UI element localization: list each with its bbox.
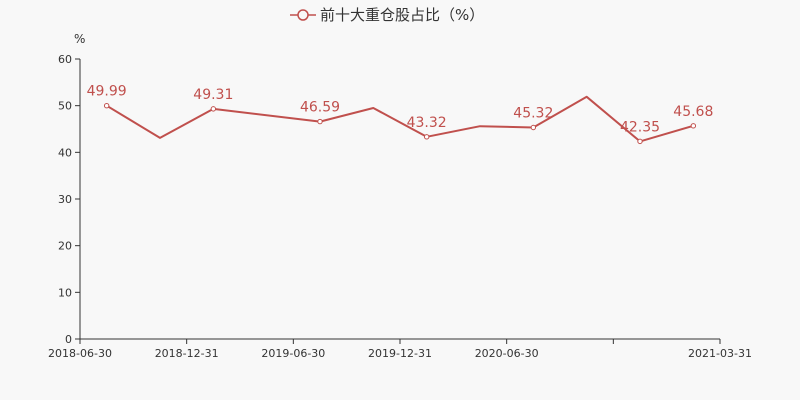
data-point [530, 124, 537, 131]
data-point [690, 123, 697, 129]
y-tick-label: 30 [58, 193, 72, 206]
data-point [637, 138, 643, 145]
y-tick-label: 40 [58, 146, 72, 159]
x-tick-label: 2018-06-30 [48, 347, 112, 360]
legend-circle-marker [297, 9, 309, 21]
data-label: 49.99 [87, 84, 127, 100]
x-tick-label: 2018-12-31 [155, 347, 219, 360]
y-axis-unit: % [74, 32, 85, 46]
y-tick-label: 60 [58, 53, 72, 66]
x-tick-label: 2019-12-31 [368, 347, 432, 360]
x-tick-label: 2021-03-31 [688, 347, 752, 360]
series-layer: 49.99 49.31 46.59 43.32 45.32 42.35 45.68 [87, 84, 713, 145]
data-point [103, 103, 110, 109]
y-tick-label: 50 [58, 100, 72, 113]
legend-label: 前十大重仓股占比（%） [320, 6, 484, 24]
axes: 0 10 20 30 40 50 60 2018-06-30 2018-12-31 2019-06… [48, 53, 752, 360]
x-tick-label: 2019-06-30 [261, 347, 325, 360]
data-label: 45.32 [513, 106, 553, 122]
y-tick-label: 10 [58, 286, 72, 299]
legend[interactable]: 前十大重仓股占比（%） [290, 6, 484, 24]
data-point [210, 106, 217, 112]
data-point [423, 134, 430, 140]
y-tick-label: 0 [65, 333, 72, 346]
y-tick-label: 20 [58, 240, 72, 253]
data-label: 49.31 [193, 87, 233, 103]
data-label: 46.59 [300, 100, 340, 116]
data-label: 45.68 [673, 104, 713, 120]
x-tick-label: 2020-06-30 [475, 347, 539, 360]
data-point [317, 118, 323, 125]
data-label: 42.35 [620, 119, 660, 135]
series-line [106, 95, 694, 143]
data-label: 43.32 [407, 115, 447, 131]
